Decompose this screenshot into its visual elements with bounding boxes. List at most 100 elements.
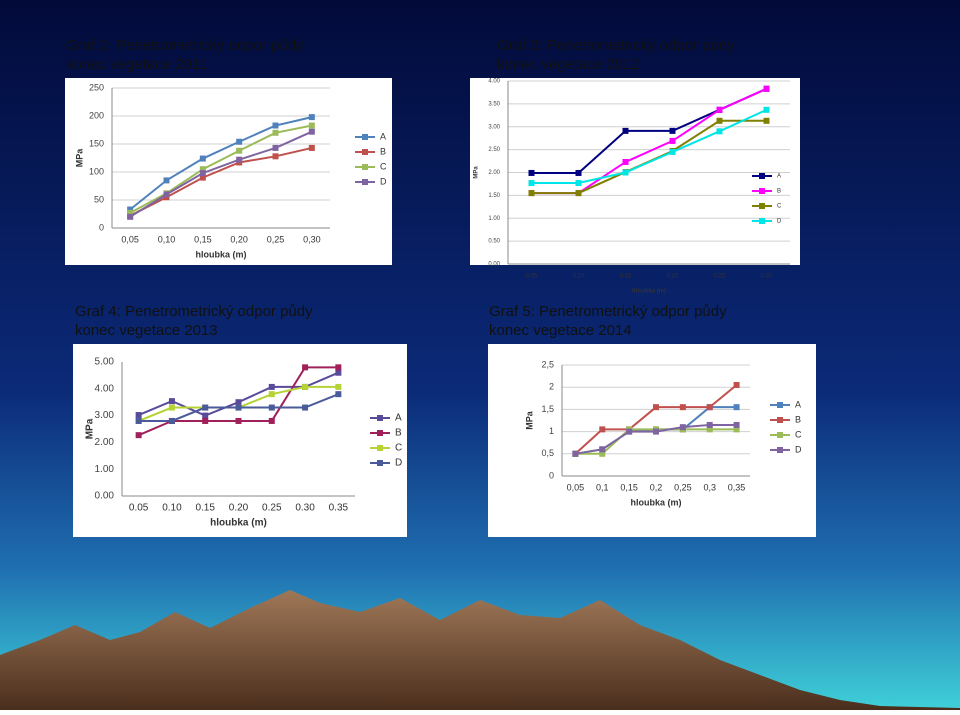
- x-axis-label: hloubka (m): [196, 249, 247, 259]
- y-axis-label: MPa: [474, 166, 480, 179]
- series-line: [129, 124, 313, 214]
- y-tick-label: 250: [89, 82, 104, 92]
- legend-label: C: [395, 443, 402, 454]
- legend-label: A: [795, 399, 801, 409]
- chart-panel: [73, 344, 407, 537]
- chart-title: Graf 3: Penetrometrický odpor půdy: [497, 37, 735, 54]
- legend-label: A: [380, 131, 386, 141]
- data-point: [308, 122, 315, 129]
- x-axis-label: hloubka (m): [631, 497, 682, 507]
- data-point: [622, 127, 629, 134]
- data-point: [706, 426, 713, 433]
- data-point: [335, 391, 342, 398]
- legend-label: B: [380, 146, 386, 156]
- y-tick-label: 3.00: [95, 410, 115, 421]
- data-point: [626, 428, 633, 435]
- x-tick-label: 0.05: [526, 274, 538, 280]
- y-tick-label: 0: [99, 222, 104, 232]
- data-point: [236, 147, 243, 154]
- series-line: [129, 130, 313, 218]
- data-point: [272, 129, 279, 136]
- legend-label: A: [777, 174, 781, 180]
- data-point: [308, 128, 315, 135]
- y-tick-label: 4.00: [95, 383, 115, 394]
- x-tick-label: 0,35: [728, 482, 746, 492]
- y-tick-label: 1,5: [541, 404, 554, 414]
- legend-marker: [377, 445, 383, 451]
- data-point: [669, 148, 676, 155]
- data-point: [235, 404, 242, 411]
- legend-label: D: [380, 176, 387, 186]
- data-point: [135, 417, 142, 424]
- legend-label: D: [795, 444, 802, 454]
- x-axis-label: hloubka (m): [210, 518, 267, 529]
- x-tick-label: 0.15: [620, 274, 632, 280]
- data-point: [127, 209, 134, 216]
- y-tick-label: 0,5: [541, 448, 554, 458]
- legend-label: A: [395, 413, 402, 424]
- data-point: [528, 169, 535, 176]
- data-point: [716, 117, 723, 124]
- data-point: [599, 446, 606, 453]
- y-tick-label: 2.00: [95, 437, 115, 448]
- legend-marker: [759, 188, 765, 194]
- legend-marker: [759, 173, 765, 179]
- data-point: [653, 428, 659, 435]
- y-tick-label: 0.00: [488, 262, 500, 268]
- data-point: [127, 213, 134, 220]
- chart-subtitle: konec vegetace 2012: [497, 56, 640, 73]
- legend-marker: [377, 415, 383, 421]
- legend-label: B: [395, 428, 402, 439]
- data-point: [202, 412, 209, 419]
- y-tick-label: 1.00: [488, 216, 500, 222]
- y-tick-label: 1: [549, 426, 554, 436]
- data-point: [272, 153, 279, 160]
- x-tick-label: 0.20: [667, 274, 679, 280]
- mountains: [0, 590, 960, 710]
- chart-subtitle: konec vegetace 2013: [75, 322, 218, 339]
- data-point: [272, 144, 279, 151]
- x-tick-label: 0,15: [620, 482, 638, 492]
- data-point: [528, 180, 535, 187]
- y-tick-label: 0: [549, 470, 554, 480]
- y-tick-label: 2.50: [488, 147, 500, 153]
- data-point: [199, 166, 206, 173]
- legend-marker: [362, 149, 368, 155]
- data-point: [763, 85, 770, 92]
- data-point: [268, 417, 275, 424]
- data-point: [716, 128, 723, 135]
- data-point: [236, 156, 243, 163]
- data-point: [706, 404, 713, 411]
- data-point: [733, 404, 740, 411]
- chart-panel: [488, 344, 816, 537]
- data-point: [308, 144, 315, 151]
- series-line: [531, 108, 767, 185]
- data-point: [575, 190, 582, 197]
- data-point: [716, 106, 723, 113]
- data-point: [308, 114, 315, 121]
- data-point: [622, 158, 629, 165]
- data-point: [268, 391, 275, 398]
- x-tick-label: 0.30: [295, 503, 315, 514]
- chart-subtitle: konec vegetace 2014: [489, 322, 632, 339]
- data-point: [135, 412, 142, 419]
- data-point: [127, 206, 134, 213]
- x-tick-label: 0,1: [596, 482, 609, 492]
- x-tick-label: 0.30: [761, 274, 773, 280]
- data-point: [199, 174, 206, 181]
- x-tick-label: 0,30: [303, 234, 321, 244]
- legend-label: C: [380, 161, 387, 171]
- y-tick-label: 200: [89, 110, 104, 120]
- y-axis-label: MPa: [85, 418, 96, 439]
- data-point: [202, 404, 209, 411]
- data-point: [335, 369, 342, 376]
- legend-label: D: [777, 219, 782, 225]
- x-tick-label: 0,2: [650, 482, 663, 492]
- x-tick-label: 0.10: [573, 274, 585, 280]
- data-point: [599, 450, 606, 457]
- y-tick-label: 150: [89, 138, 104, 148]
- x-tick-label: 0,20: [230, 234, 248, 244]
- x-tick-label: 0,15: [194, 234, 212, 244]
- y-tick-label: 3.00: [488, 124, 500, 130]
- data-point: [236, 138, 243, 145]
